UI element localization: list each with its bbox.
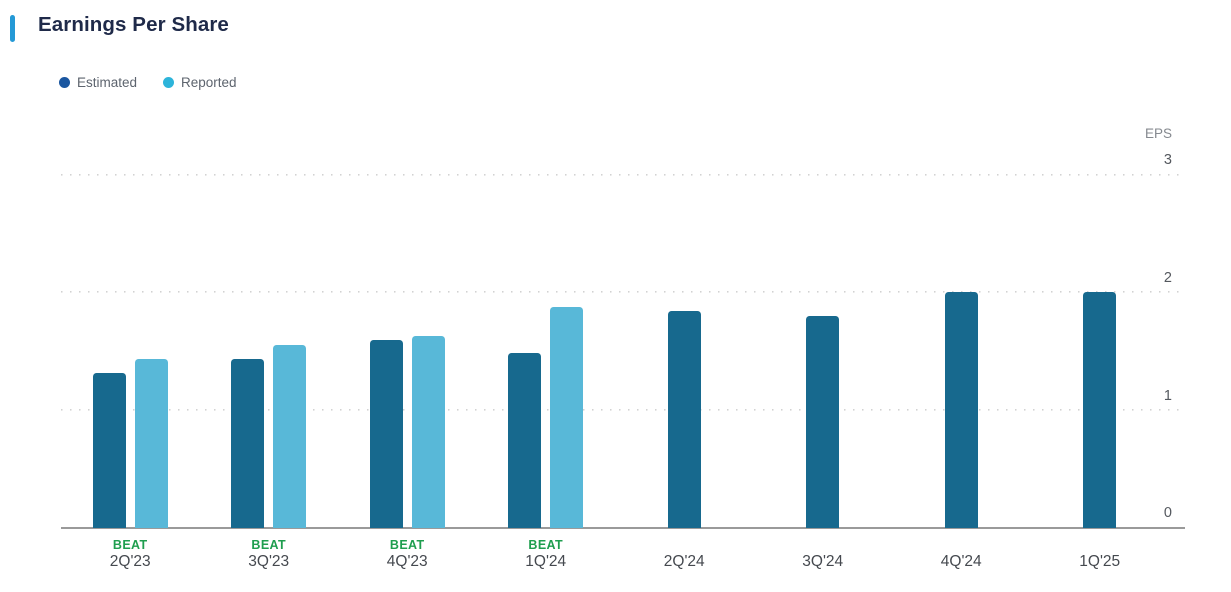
legend-item-estimated[interactable]: Estimated xyxy=(59,75,137,90)
y-tick-0: 0 xyxy=(1163,505,1172,521)
bar-estimated-3q-24[interactable] xyxy=(806,315,840,528)
quarter-group-2q-24: 2Q'24 xyxy=(615,174,754,570)
bar-estimated-4q-23[interactable] xyxy=(369,340,403,528)
gridline-2 xyxy=(61,291,1185,293)
plot-area: BEAT 2Q'23 BEAT 3Q'23 BEAT 4Q'23 BEAT 1Q'24 2Q'2… xyxy=(61,174,1185,570)
legend-label-estimated: Estimated xyxy=(77,75,138,90)
x-axis-label: 4Q'23 xyxy=(386,553,428,570)
y-tick-1: 1 xyxy=(1163,388,1172,404)
quarter-group-1q-24: BEAT 1Q'24 xyxy=(477,174,616,570)
legend-label-reported: Reported xyxy=(181,75,237,90)
gridline-1 xyxy=(61,409,1185,411)
reported-dot-icon xyxy=(163,77,175,88)
quarter-group-3q-23: BEAT 3Q'23 xyxy=(200,174,339,570)
bar-estimated-1q-25[interactable] xyxy=(1083,292,1117,528)
quarter-group-4q-23: BEAT 4Q'23 xyxy=(338,174,477,570)
beat-badge: BEAT xyxy=(528,538,564,552)
x-axis-label: 4Q'24 xyxy=(940,553,982,570)
x-axis-label: 2Q'23 xyxy=(109,553,151,570)
title-accent-bar xyxy=(10,15,15,42)
bar-estimated-3q-23[interactable] xyxy=(231,359,265,528)
quarter-group-2q-23: BEAT 2Q'23 xyxy=(61,174,200,570)
quarter-group-1q-25: 1Q'25 xyxy=(1031,174,1170,570)
chart-legend: Estimated Reported xyxy=(59,75,237,90)
quarter-group-3q-24: 3Q'24 xyxy=(754,174,893,570)
x-axis-label: 1Q'25 xyxy=(1079,553,1121,570)
quarter-group-4q-24: 4Q'24 xyxy=(892,174,1031,570)
beat-badge: BEAT xyxy=(251,538,287,552)
y-axis-unit-label: EPS xyxy=(1144,126,1172,141)
estimated-dot-icon xyxy=(59,77,70,88)
bar-reported-3q-23[interactable] xyxy=(273,345,307,528)
y-tick-2: 2 xyxy=(1163,270,1172,286)
x-axis-label: 3Q'23 xyxy=(248,553,290,570)
bar-estimated-2q-23[interactable] xyxy=(92,373,126,528)
bar-estimated-2q-24[interactable] xyxy=(667,310,701,528)
x-axis-label: 1Q'24 xyxy=(525,553,567,570)
bar-reported-2q-23[interactable] xyxy=(134,359,168,528)
page-title: Earnings Per Share xyxy=(38,13,229,36)
bars-area: BEAT 2Q'23 BEAT 3Q'23 BEAT 4Q'23 BEAT 1Q'24 2Q'2… xyxy=(61,174,1185,570)
bar-reported-4q-23[interactable] xyxy=(411,335,445,528)
gridline-3 xyxy=(61,174,1185,176)
x-axis-line xyxy=(61,527,1185,529)
x-axis-label: 2Q'24 xyxy=(663,553,705,570)
legend-item-reported[interactable]: Reported xyxy=(163,75,237,90)
bar-estimated-4q-24[interactable] xyxy=(944,292,978,528)
beat-badge: BEAT xyxy=(389,538,425,552)
x-axis-label: 3Q'24 xyxy=(802,553,844,570)
beat-badge: BEAT xyxy=(112,538,148,552)
bar-reported-1q-24[interactable] xyxy=(550,307,584,528)
bar-estimated-1q-24[interactable] xyxy=(508,353,542,528)
y-tick-3: 3 xyxy=(1163,152,1172,168)
